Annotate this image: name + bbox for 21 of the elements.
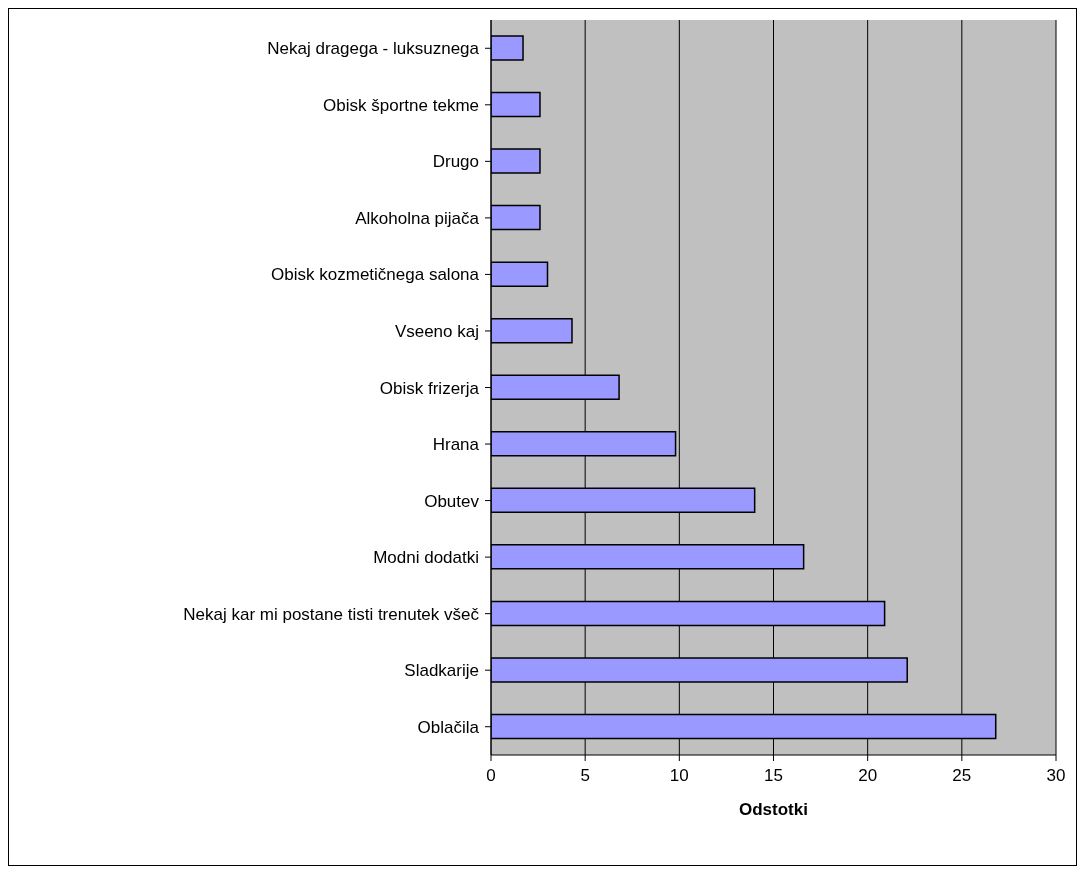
y-tick-label: Nekaj dragega - luksuznega [267,39,480,59]
y-tick-label: Alkoholna pijača [355,208,480,228]
y-tick-label: Obisk frizerja [379,378,480,398]
y-tick-label: Drugo [432,152,479,172]
y-tick-label: Modni dodatki [373,548,479,568]
x-tick-label: 30 [1046,766,1066,786]
x-axis-title: Odstotki [739,800,808,819]
x-tick-label: 15 [764,766,783,786]
x-tick-label: 5 [580,766,590,786]
x-tick-label: 10 [669,766,689,786]
y-tick-label: Obutev [424,491,480,511]
y-tick-label: Obisk športne tekme [323,95,479,115]
y-tick-label: Sladkarije [404,661,479,681]
x-tick-label: 20 [858,766,878,786]
y-tick-label: Oblačila [417,717,480,737]
x-tick-label: 0 [486,766,496,786]
y-tick-label: Nekaj kar mi postane tisti trenutek všeč [183,604,480,624]
x-tick-label: 25 [952,766,972,786]
y-tick-label: Vseeno kaj [394,322,479,341]
y-tick-label: Obisk kozmetičnega salona [271,265,480,285]
y-tick-label: Hrana [432,435,480,455]
